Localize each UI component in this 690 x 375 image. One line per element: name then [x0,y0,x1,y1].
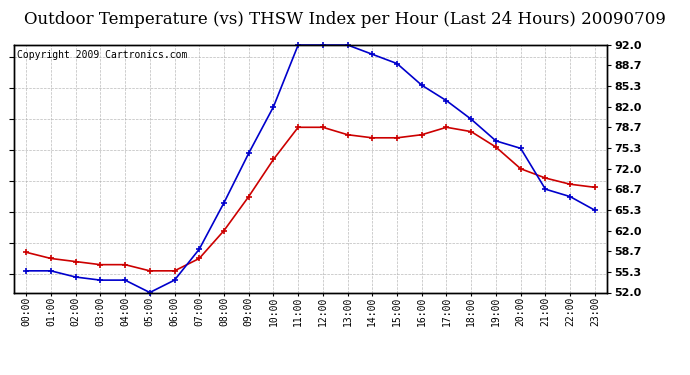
Text: Outdoor Temperature (vs) THSW Index per Hour (Last 24 Hours) 20090709: Outdoor Temperature (vs) THSW Index per … [24,11,666,28]
Text: Copyright 2009 Cartronics.com: Copyright 2009 Cartronics.com [17,50,187,60]
